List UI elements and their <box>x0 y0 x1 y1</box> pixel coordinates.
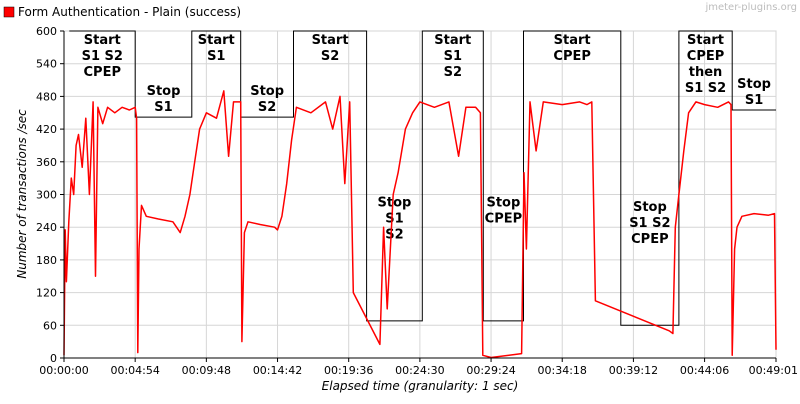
y-axis-title: Number of transactions /sec <box>15 109 29 279</box>
phase-label-line: S1 S2 <box>82 49 123 64</box>
y-tick-label: 360 <box>36 156 57 169</box>
x-tick-label: 00:04:54 <box>110 364 159 377</box>
series <box>63 90 777 359</box>
y-tick-label: 420 <box>36 123 57 136</box>
y-tick-label: 480 <box>36 90 57 103</box>
phase-label-line: Start <box>84 33 121 48</box>
phase-label-line: S2 <box>258 100 276 115</box>
watermark: jmeter-plugins.org <box>704 2 797 13</box>
phase-label-line: Stop <box>737 77 771 92</box>
phase-label-line: Start <box>687 33 724 48</box>
phase-label-line: CPEP <box>84 65 121 80</box>
phase-label-line: S2 <box>444 65 462 80</box>
phase-label-line: S1 <box>444 49 462 64</box>
y-ticks: 0 60 120 180 240 300 360 420 480 540 600 <box>36 25 64 365</box>
phase-label-line: Stop <box>378 195 412 210</box>
x-axis-title: Elapsed time (granularity: 1 sec) <box>322 379 519 393</box>
y-tick-label: 240 <box>36 221 57 234</box>
legend-swatch <box>3 6 15 18</box>
x-tick-label: 00:00:00 <box>39 364 88 377</box>
series-line <box>63 90 777 359</box>
phase-label-line: S2 <box>321 49 339 64</box>
phase-label-line: then <box>689 65 723 80</box>
phase-label-line: Stop <box>486 195 520 210</box>
grid <box>63 30 777 359</box>
x-tick-label: 00:14:42 <box>253 364 302 377</box>
x-tick-label: 00:24:30 <box>395 364 444 377</box>
phase-label-line: S1 <box>207 49 225 64</box>
phase-label-line: Stop <box>633 200 667 215</box>
y-tick-label: 60 <box>43 319 57 332</box>
phase-label-line: CPEP <box>485 211 522 226</box>
phase-label-line: CPEP <box>553 49 590 64</box>
x-tick-label: 00:29:24 <box>466 364 515 377</box>
x-tick-label: 00:44:06 <box>680 364 729 377</box>
y-tick-label: 0 <box>50 352 57 365</box>
x-tick-label: 00:49:01 <box>749 364 798 377</box>
phase-label-line: S1 <box>745 93 763 108</box>
phase-label-line: Stop <box>250 84 284 99</box>
phase-label-line: S1 <box>154 100 172 115</box>
y-tick-label: 300 <box>36 189 57 202</box>
y-tick-label: 180 <box>36 254 57 267</box>
legend: Form Authentication - Plain (success) <box>3 5 241 19</box>
phase-label-line: S2 <box>385 227 403 242</box>
phase-label-line: S1 <box>385 211 403 226</box>
phase-label-line: CPEP <box>631 232 668 247</box>
legend-label: Form Authentication - Plain (success) <box>18 5 241 19</box>
phase-label-line: CPEP <box>687 49 724 64</box>
y-tick-label: 540 <box>36 58 57 71</box>
phase-label-line: S1 S2 <box>629 216 670 231</box>
y-tick-label: 600 <box>36 25 57 38</box>
x-tick-label: 00:19:36 <box>324 364 373 377</box>
x-tick-label: 00:39:12 <box>609 364 658 377</box>
phase-label-line: Start <box>198 33 235 48</box>
phase-label-line: Start <box>554 33 591 48</box>
phase-label-line: S1 S2 <box>685 81 726 96</box>
phase-label-line: Start <box>434 33 471 48</box>
x-ticks: 00:00:00 00:04:54 00:09:48 00:14:42 00:19:36… <box>39 358 798 377</box>
x-tick-label: 00:09:48 <box>182 364 231 377</box>
phase-label-line: Start <box>312 33 349 48</box>
x-tick-label: 00:34:18 <box>538 364 587 377</box>
y-tick-label: 120 <box>36 287 57 300</box>
phase-outline <box>69 30 776 326</box>
phase-label-line: Stop <box>147 84 181 99</box>
